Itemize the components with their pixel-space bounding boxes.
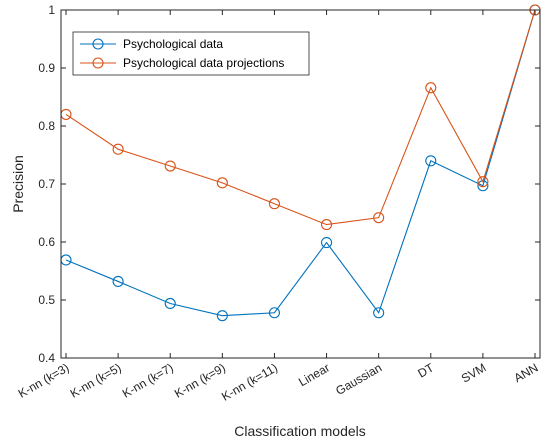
x-tick-label-svm: SVM <box>459 360 489 385</box>
data-point-psychological-data-projections-linear <box>321 219 333 231</box>
series-line-psychological-data <box>65 9 536 317</box>
x-tick-label-dt: DT <box>415 360 436 380</box>
data-point-psychological-data-projections-k-nn-k-11 <box>268 198 280 210</box>
data-point-psychological-data-projections-k-nn-k-9 <box>216 177 228 189</box>
x-tick-label-k-nn-k-3: K-nn (k=3) <box>16 360 72 400</box>
x-tick-label-ann: ANN <box>512 360 541 385</box>
legend-box <box>72 31 310 76</box>
data-point-psychological-data-linear <box>321 237 333 249</box>
x-axis-title: Classification models <box>234 423 366 439</box>
plot-frame <box>60 9 541 359</box>
x-tick-label-gaussian: Gaussian <box>333 360 384 397</box>
data-point-psychological-data-dt <box>425 155 437 167</box>
data-point-psychological-data-k-nn-k-5 <box>112 275 124 287</box>
y-tick-label-0-7: 0.7 <box>38 177 55 191</box>
legend-label-psychological-data-projections: Psychological data projections <box>123 56 284 70</box>
y-tick-label-0-6: 0.6 <box>38 235 55 249</box>
data-point-psychological-data-gaussian <box>373 307 385 319</box>
y-tick-label-0-4: 0.4 <box>38 351 55 365</box>
data-point-psychological-data-projections-gaussian <box>373 212 385 224</box>
data-point-psychological-data-projections-svm <box>477 176 489 188</box>
x-tick-label-k-nn-k-5: K-nn (k=5) <box>68 360 124 400</box>
x-tick-label-k-nn-k-11: K-nn (k=11) <box>219 360 280 403</box>
y-tick-label-0-5: 0.5 <box>38 293 55 307</box>
y-tick-label-0-9: 0.9 <box>38 61 55 75</box>
legend: Psychological data Psychological data pr… <box>72 31 310 76</box>
data-point-psychological-data-k-nn-k-9 <box>216 310 228 322</box>
legend-entry-psychological-data: Psychological data <box>80 37 223 51</box>
series-layer <box>60 4 541 322</box>
legend-label-psychological-data: Psychological data <box>123 37 223 51</box>
y-axis-title: Precision <box>10 155 26 213</box>
data-point-psychological-data-projections-k-nn-k-7 <box>164 160 176 172</box>
x-tick-label-k-nn-k-9: K-nn (k=9) <box>172 360 228 400</box>
data-point-psychological-data-projections-dt <box>425 82 437 94</box>
series-line-psychological-data-projections <box>65 9 536 226</box>
data-point-psychological-data-projections-k-nn-k-5 <box>112 143 124 155</box>
legend-entry-psychological-data-projections: Psychological data projections <box>80 56 284 70</box>
y-tick-label-1: 1 <box>48 3 55 17</box>
x-tick-label-linear: Linear <box>296 360 332 389</box>
y-tick-label-0-8: 0.8 <box>38 119 55 133</box>
legend-marker-psychological-data <box>92 38 104 50</box>
data-point-psychological-data-k-nn-k-11 <box>268 307 280 319</box>
x-tick-label-k-nn-k-7: K-nn (k=7) <box>120 360 176 400</box>
series-psychological-data <box>60 4 541 322</box>
legend-marker-psychological-data-projections <box>92 57 104 69</box>
data-point-psychological-data-k-nn-k-7 <box>164 297 176 310</box>
